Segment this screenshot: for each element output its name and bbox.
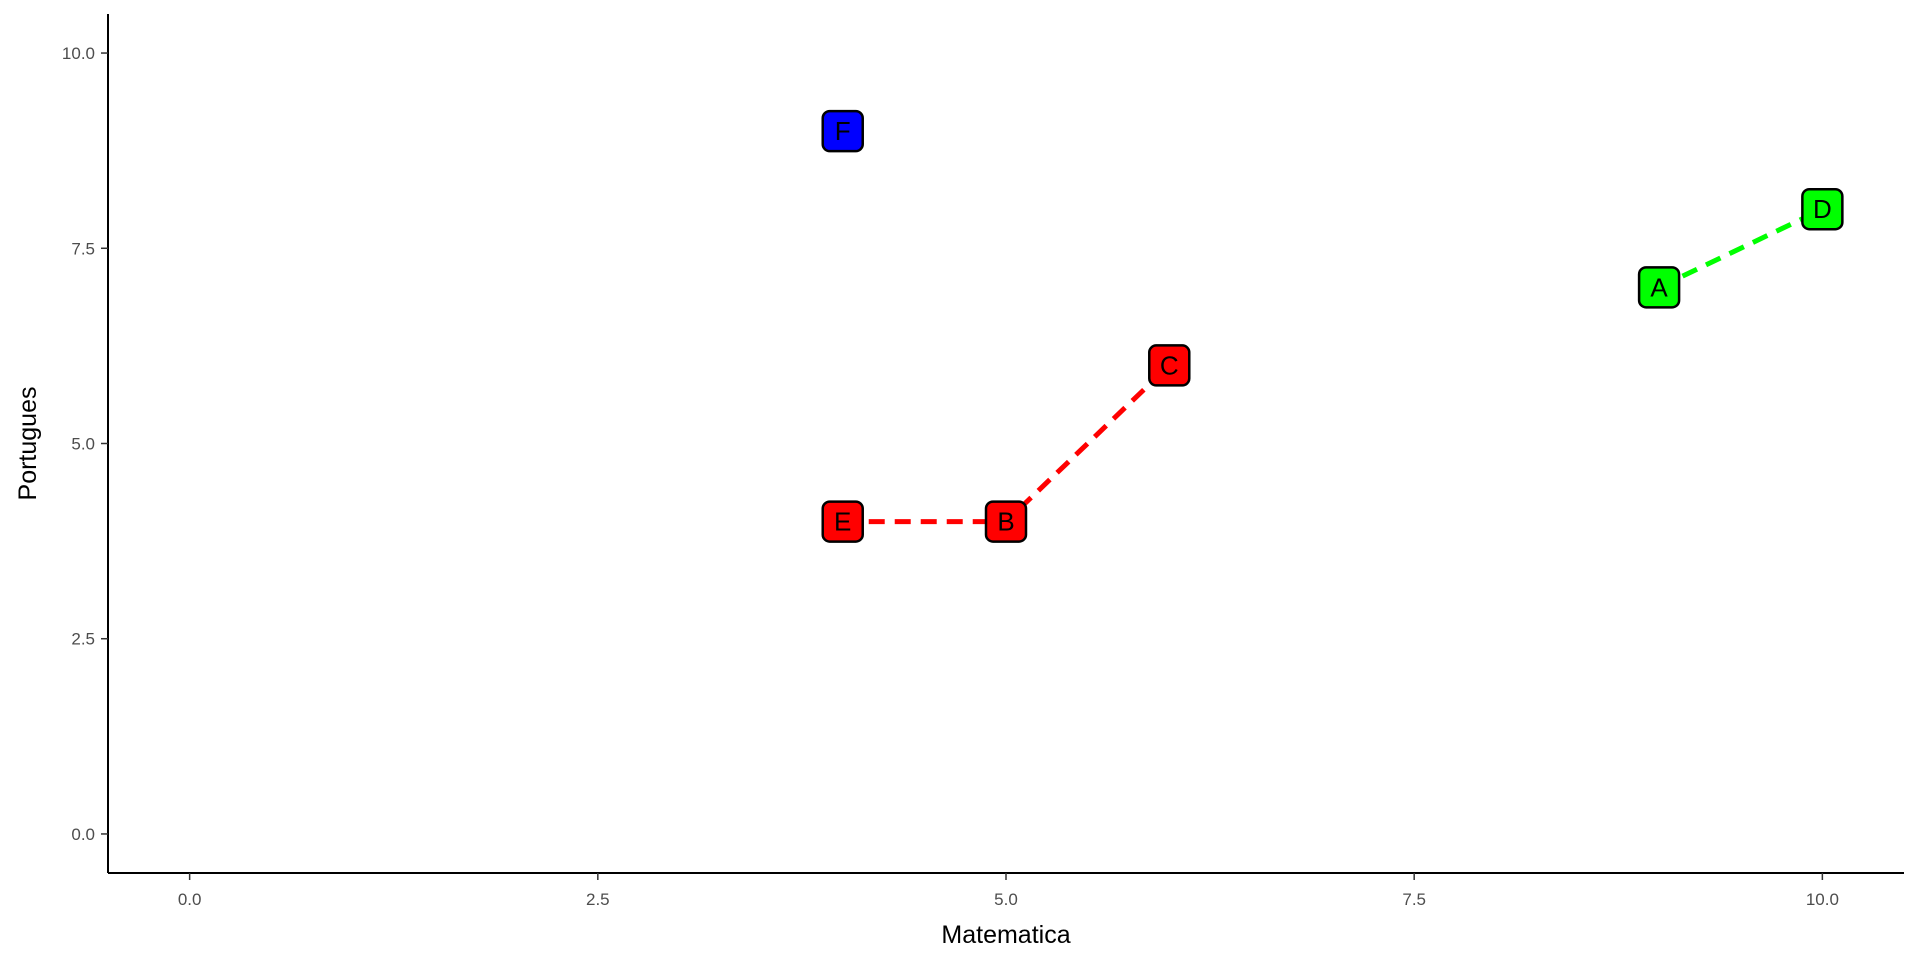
- y-tick-label: 10.0: [62, 44, 95, 63]
- point-label-box: [1148, 344, 1191, 387]
- y-tick-label: 2.5: [71, 630, 95, 649]
- point-label-box: [984, 500, 1028, 543]
- data-point-c: C: [1148, 344, 1191, 387]
- data-points: A B C D E F: [821, 109, 1844, 543]
- point-label: D: [1813, 194, 1832, 224]
- y-ticks: 0.0 2.5 5.0 7.5 10.0: [62, 44, 108, 844]
- point-label: A: [1650, 272, 1668, 302]
- point-label: C: [1160, 350, 1179, 380]
- x-axis-title: Matematica: [941, 921, 1070, 949]
- series-path: [842, 363, 1172, 525]
- point-label: B: [997, 507, 1014, 537]
- y-axis-title: Portugues: [14, 387, 42, 501]
- data-point-d: D: [1801, 187, 1844, 231]
- series-paths: [842, 206, 1824, 525]
- point-label-box: [1801, 187, 1844, 231]
- data-point-b: B: [984, 500, 1028, 543]
- series-path: [1658, 206, 1824, 290]
- x-tick-label: 0.0: [178, 890, 202, 909]
- point-label-box: [821, 109, 864, 153]
- y-tick-label: 7.5: [71, 239, 95, 258]
- x-tick-label: 10.0: [1806, 890, 1839, 909]
- point-label-box: [1637, 266, 1681, 309]
- data-point-f: F: [821, 109, 864, 153]
- point-label: F: [835, 116, 851, 146]
- x-tick-label: 2.5: [586, 890, 610, 909]
- point-label-box: [821, 500, 864, 543]
- data-point-e: E: [821, 500, 864, 543]
- data-point-a: A: [1637, 266, 1681, 309]
- axes: [107, 14, 1904, 874]
- point-label: E: [834, 507, 851, 537]
- y-tick-label: 5.0: [71, 435, 95, 454]
- x-tick-label: 5.0: [994, 890, 1018, 909]
- x-ticks: 0.0 2.5 5.0 7.5 10.0: [178, 873, 1839, 909]
- x-tick-label: 7.5: [1402, 890, 1426, 909]
- y-tick-label: 0.0: [71, 825, 95, 844]
